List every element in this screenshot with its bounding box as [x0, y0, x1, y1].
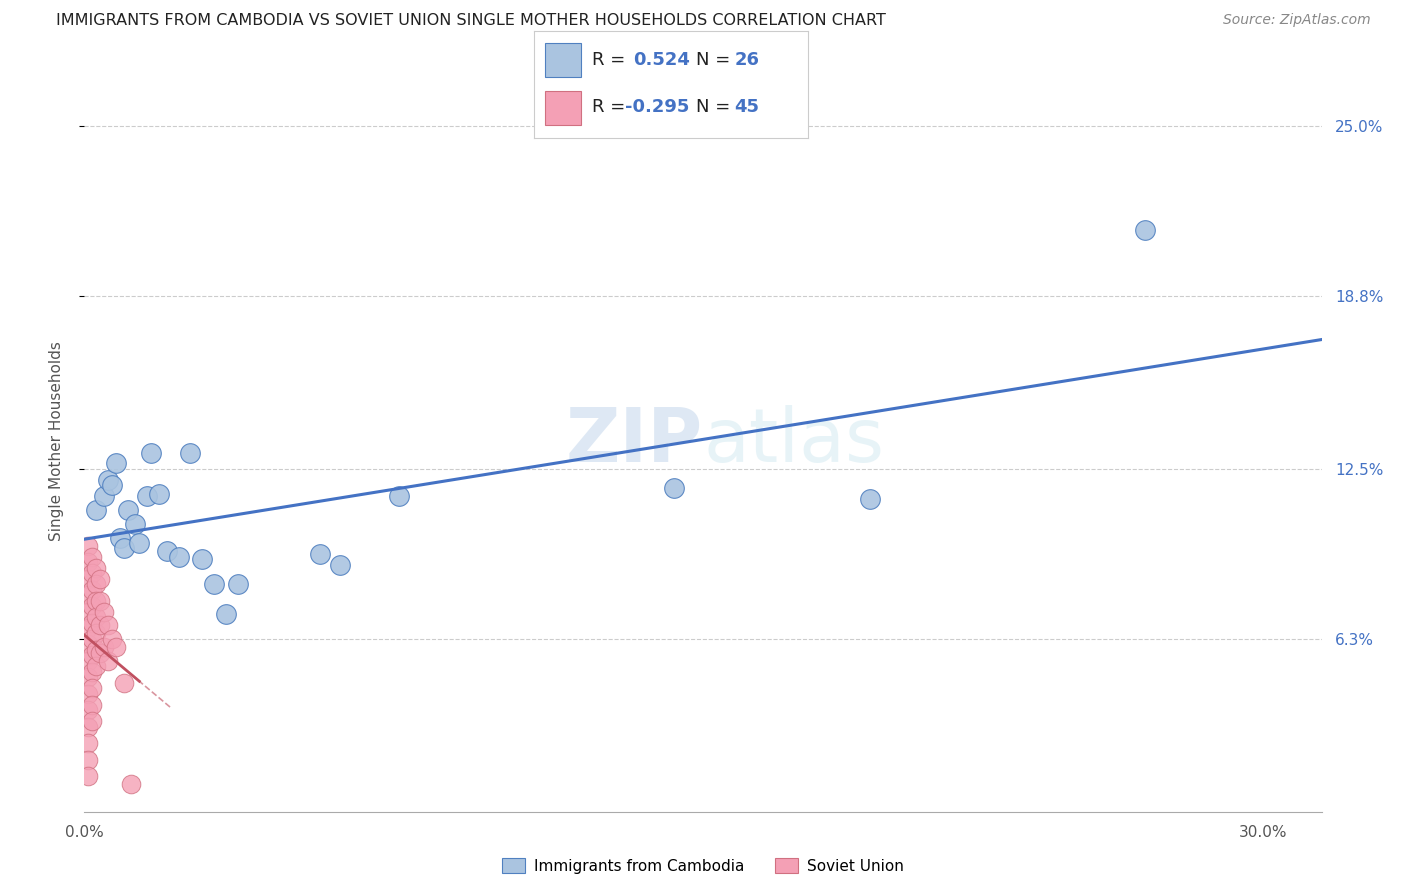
Text: atlas: atlas: [703, 405, 884, 478]
Point: [329, 558, 352, 572]
Point: [77, 572, 100, 586]
Point: [77, 753, 100, 767]
Point: [89, 593, 111, 607]
Point: [101, 478, 124, 492]
Point: [859, 492, 882, 507]
Text: R =: R =: [592, 51, 631, 69]
Text: -0.295: -0.295: [624, 98, 689, 116]
Point: [89, 618, 111, 632]
Text: 45: 45: [734, 98, 759, 116]
Point: [121, 777, 143, 791]
Point: [84, 626, 107, 640]
Point: [77, 539, 100, 553]
Text: 0.524: 0.524: [633, 51, 690, 69]
Point: [82, 566, 104, 581]
Bar: [546, 91, 581, 126]
Point: [309, 547, 332, 561]
Point: [77, 769, 100, 783]
Point: [202, 577, 225, 591]
Legend: Immigrants from Cambodia, Soviet Union: Immigrants from Cambodia, Soviet Union: [496, 852, 910, 880]
Text: IMMIGRANTS FROM CAMBODIA VS SOVIET UNION SINGLE MOTHER HOUSEHOLDS CORRELATION CH: IMMIGRANTS FROM CAMBODIA VS SOVIET UNION…: [56, 13, 886, 29]
Point: [112, 541, 135, 556]
Point: [82, 665, 104, 679]
Point: [136, 489, 159, 503]
Point: [84, 503, 107, 517]
Point: [124, 516, 146, 531]
Point: [84, 577, 107, 591]
Point: [82, 549, 104, 564]
Text: Source: ZipAtlas.com: Source: ZipAtlas.com: [1223, 13, 1371, 28]
Point: [82, 615, 104, 630]
Point: [191, 552, 214, 566]
Point: [84, 593, 107, 607]
Point: [77, 654, 100, 668]
Point: [82, 681, 104, 696]
Point: [387, 489, 409, 503]
Point: [112, 676, 135, 690]
Point: [97, 654, 120, 668]
Y-axis label: Single Mother Households: Single Mother Households: [49, 342, 63, 541]
Point: [89, 646, 111, 660]
Point: [108, 531, 131, 545]
Point: [93, 489, 115, 503]
Point: [226, 577, 249, 591]
Point: [215, 607, 238, 622]
Point: [82, 599, 104, 613]
Text: ZIP: ZIP: [565, 405, 703, 478]
Point: [84, 659, 107, 673]
Point: [77, 555, 100, 569]
Point: [77, 687, 100, 701]
Point: [662, 481, 685, 495]
Point: [167, 549, 190, 564]
Point: [82, 648, 104, 663]
Point: [84, 643, 107, 657]
Point: [104, 640, 127, 655]
Text: N =: N =: [696, 51, 735, 69]
Point: [93, 605, 115, 619]
Point: [77, 637, 100, 651]
Point: [77, 670, 100, 684]
Point: [97, 618, 120, 632]
Point: [117, 503, 139, 517]
Point: [104, 457, 127, 471]
Point: [139, 445, 162, 459]
Point: [1133, 223, 1156, 237]
Point: [82, 714, 104, 729]
Point: [82, 698, 104, 712]
Point: [128, 536, 150, 550]
Point: [77, 588, 100, 602]
Point: [77, 621, 100, 635]
Point: [84, 610, 107, 624]
Point: [101, 632, 124, 646]
Point: [77, 605, 100, 619]
Point: [89, 572, 111, 586]
Point: [77, 703, 100, 717]
Point: [93, 640, 115, 655]
Point: [77, 736, 100, 750]
Point: [156, 544, 179, 558]
Point: [82, 582, 104, 597]
Point: [84, 560, 107, 574]
Bar: [546, 43, 581, 78]
Point: [179, 445, 201, 459]
Text: N =: N =: [696, 98, 735, 116]
Point: [77, 720, 100, 734]
Text: 26: 26: [734, 51, 759, 69]
Point: [97, 473, 120, 487]
Text: R =: R =: [592, 98, 631, 116]
Point: [148, 486, 170, 500]
Point: [82, 632, 104, 646]
